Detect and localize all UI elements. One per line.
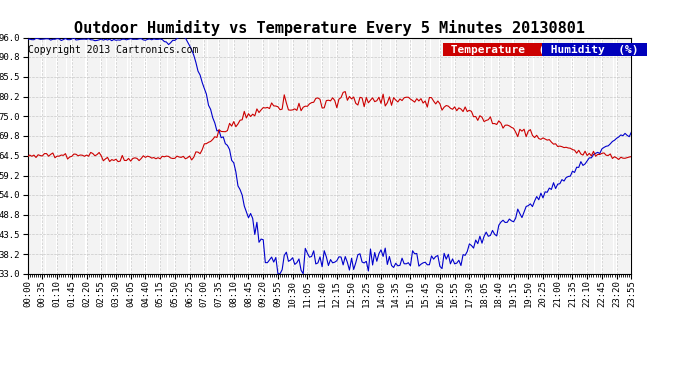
Text: Humidity  (%): Humidity (%) [544,45,645,55]
Text: Temperature  (°F): Temperature (°F) [444,45,573,55]
Title: Outdoor Humidity vs Temperature Every 5 Minutes 20130801: Outdoor Humidity vs Temperature Every 5 … [74,20,585,36]
Text: Copyright 2013 Cartronics.com: Copyright 2013 Cartronics.com [28,45,199,55]
